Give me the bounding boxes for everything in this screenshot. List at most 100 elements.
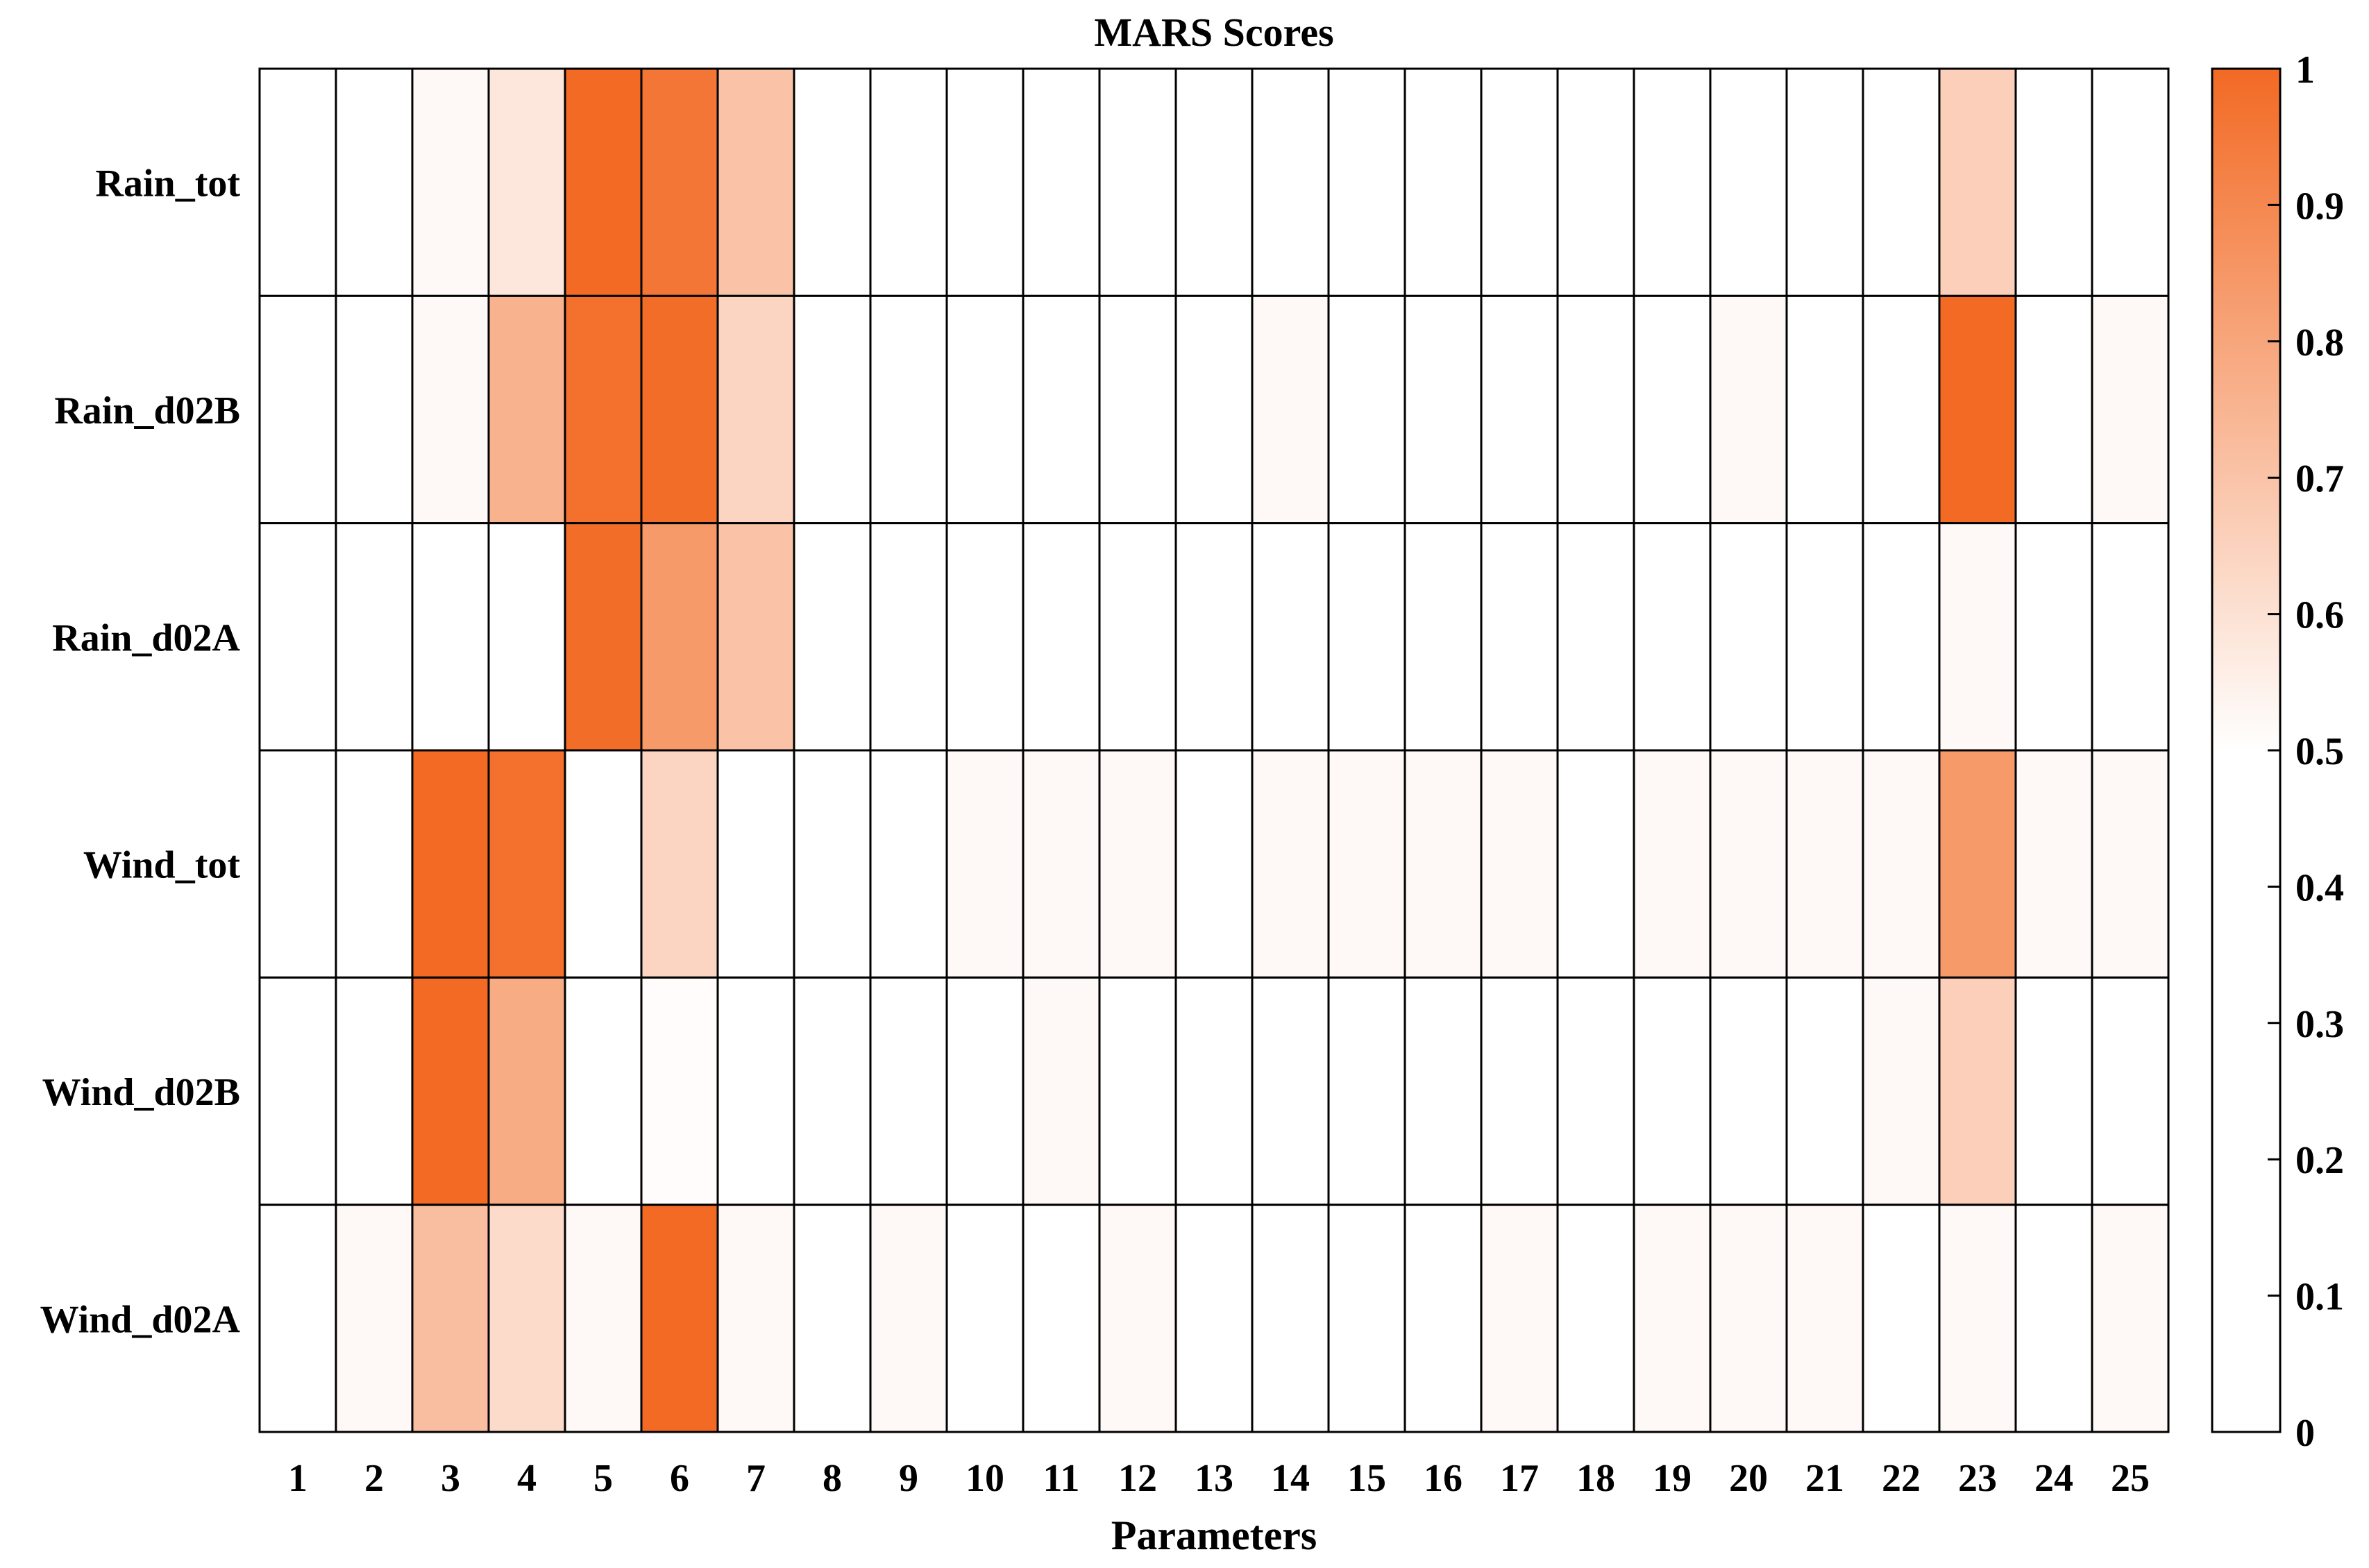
column-label: 3 xyxy=(441,1457,460,1500)
heatmap-cell xyxy=(1556,294,1635,525)
heatmap-cell xyxy=(411,749,490,979)
colorbar-tick-label: 1 xyxy=(2295,49,2315,92)
column-label: 25 xyxy=(2111,1457,2150,1500)
heatmap-cell xyxy=(564,294,643,525)
column-label: 14 xyxy=(1271,1457,1310,1500)
heatmap-cell xyxy=(1633,522,1712,752)
heatmap-cell xyxy=(1785,294,1864,525)
heatmap-cell xyxy=(1938,294,2017,525)
column-label: 24 xyxy=(2034,1457,2073,1500)
column-label: 20 xyxy=(1729,1457,1768,1500)
heatmap-cell xyxy=(411,976,490,1206)
heatmap-cell xyxy=(258,294,337,525)
heatmap-cell xyxy=(1251,749,1330,979)
heatmap-cell xyxy=(564,976,643,1206)
heatmap-cell xyxy=(1403,522,1483,752)
heatmap-cell xyxy=(1938,749,2017,979)
heatmap-cell xyxy=(335,522,414,752)
heatmap-cell xyxy=(1709,976,1788,1206)
heatmap-cell xyxy=(1403,1204,1483,1433)
heatmap-cell xyxy=(564,67,643,297)
heatmap-cell xyxy=(2091,1204,2170,1433)
heatmap-cell xyxy=(1785,1204,1864,1433)
heatmap-cell xyxy=(1709,294,1788,525)
colorbar-tick-label: 0.3 xyxy=(2295,1003,2344,1046)
heatmap-cell xyxy=(1403,294,1483,525)
heatmap-cell xyxy=(1022,749,1101,979)
column-label: 12 xyxy=(1118,1457,1157,1500)
colorbar-tick-label: 0.7 xyxy=(2295,457,2344,500)
heatmap-cell xyxy=(258,1204,337,1433)
column-labels: 1 2 3 4 5 6 7 8 9 10 11 12 13 14 15 16 17 18 19 20 21 22 23 24 2… xyxy=(288,1457,2150,1500)
heatmap-cell xyxy=(1327,522,1406,752)
row-label: Wind_d02B xyxy=(42,1071,240,1114)
heatmap-cell xyxy=(1480,522,1559,752)
chart-title: MARS Scores xyxy=(1094,10,1333,55)
heatmap-cell xyxy=(564,522,643,752)
heatmap-cell xyxy=(1480,294,1559,525)
heatmap-cell xyxy=(1480,749,1559,979)
column-label: 17 xyxy=(1500,1457,1539,1500)
heatmap-cell xyxy=(487,522,566,752)
colorbar-tick-label: 0.1 xyxy=(2295,1276,2344,1319)
heatmap-cell xyxy=(1174,749,1254,979)
heatmap-cell xyxy=(945,522,1025,752)
heatmap-cell xyxy=(945,294,1025,525)
heatmap-cell xyxy=(1785,976,1864,1206)
column-label: 6 xyxy=(670,1457,689,1500)
heatmap-cell xyxy=(2014,1204,2093,1433)
heatmap-cell xyxy=(1709,1204,1788,1433)
heatmap-cell xyxy=(869,1204,948,1433)
heatmap-cell xyxy=(335,294,414,525)
heatmap-cell xyxy=(716,976,795,1206)
heatmap-cell xyxy=(1556,976,1635,1206)
heatmap-cell xyxy=(487,749,566,979)
heatmap-cell xyxy=(1327,1204,1406,1433)
heatmap-cell xyxy=(1556,522,1635,752)
heatmap-cell xyxy=(1251,67,1330,297)
heatmap-cell xyxy=(487,294,566,525)
row-label: Wind_d02A xyxy=(40,1298,241,1341)
heatmap-cell xyxy=(1251,1204,1330,1433)
heatmap-cell xyxy=(2014,67,2093,297)
heatmap-cell xyxy=(640,294,719,525)
row-label: Rain_d02B xyxy=(54,389,240,432)
column-label: 4 xyxy=(517,1457,537,1500)
heatmap-cell xyxy=(1633,294,1712,525)
colorbar-tick-label: 0.5 xyxy=(2295,730,2344,773)
heatmap-cell xyxy=(1709,67,1788,297)
heatmap-cell xyxy=(1174,976,1254,1206)
heatmap-cell xyxy=(2014,976,2093,1206)
heatmap-cell xyxy=(1785,67,1864,297)
heatmap-cell xyxy=(1022,294,1101,525)
heatmap-cell xyxy=(1022,522,1101,752)
column-label: 19 xyxy=(1653,1457,1692,1500)
heatmap-cell xyxy=(869,976,948,1206)
heatmap-cell xyxy=(1938,1204,2017,1433)
heatmap-cell xyxy=(1022,67,1101,297)
column-label: 2 xyxy=(364,1457,384,1500)
column-label: 8 xyxy=(823,1457,842,1500)
heatmap-cell xyxy=(2091,522,2170,752)
heatmap-cell xyxy=(1633,749,1712,979)
heatmap-cell xyxy=(2091,749,2170,979)
colorbar-tick-label: 0 xyxy=(2295,1412,2315,1455)
heatmap-cell xyxy=(258,522,337,752)
heatmap-cell xyxy=(1403,749,1483,979)
heatmap-cell xyxy=(411,522,490,752)
column-label: 11 xyxy=(1043,1457,1080,1500)
heatmap-cell xyxy=(793,67,872,297)
heatmap-cell xyxy=(1174,1204,1254,1433)
heatmap-cell xyxy=(793,749,872,979)
heatmap-cell xyxy=(716,67,795,297)
row-label: Rain_d02A xyxy=(52,616,240,659)
heatmap-cell xyxy=(1098,522,1177,752)
heatmap-cell xyxy=(1938,67,2017,297)
heatmap-cell xyxy=(258,976,337,1206)
heatmap-cell xyxy=(2014,294,2093,525)
heatmap-cell xyxy=(640,67,719,297)
colorbar: 0 0.1 0.2 0.3 0.4 0.5 0.6 0.7 0.8 0.9 1 xyxy=(2211,49,2344,1455)
colorbar-tick-label: 0.4 xyxy=(2295,866,2344,909)
heatmap-cell xyxy=(411,294,490,525)
